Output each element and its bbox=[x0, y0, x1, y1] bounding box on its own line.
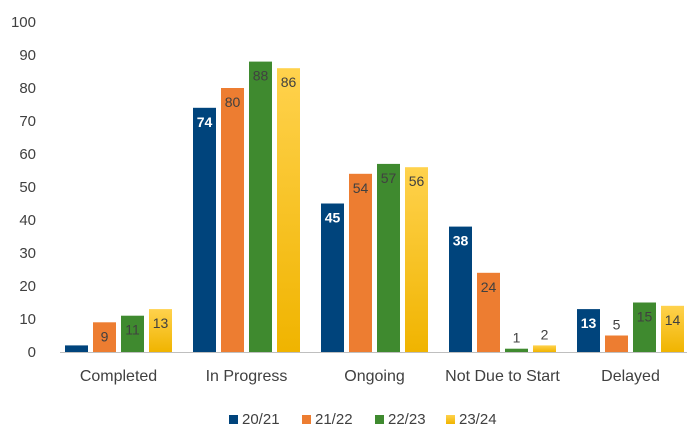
bars bbox=[65, 61, 684, 352]
y-tick-label: 30 bbox=[19, 245, 36, 262]
bar-21-22-ongoing bbox=[349, 173, 372, 352]
bar-23-24-completed bbox=[149, 309, 172, 352]
data-label: 14 bbox=[665, 312, 681, 328]
data-label: 74 bbox=[197, 114, 213, 130]
x-tick-label: Not Due to Start bbox=[445, 368, 560, 385]
y-tick-label: 70 bbox=[19, 113, 36, 130]
y-tick-label: 0 bbox=[28, 344, 36, 361]
data-label: 88 bbox=[253, 68, 269, 84]
y-tick-label: 20 bbox=[19, 278, 36, 295]
y-tick-label: 80 bbox=[19, 80, 36, 97]
legend-swatch bbox=[302, 415, 311, 424]
data-label: 13 bbox=[153, 315, 169, 331]
legend-swatch bbox=[446, 415, 455, 424]
data-label: 13 bbox=[581, 315, 597, 331]
data-label: 80 bbox=[225, 94, 241, 110]
data-label: 57 bbox=[381, 170, 397, 186]
legend-label: 21/22 bbox=[315, 411, 353, 428]
bar-20-21-completed bbox=[65, 345, 88, 352]
x-tick-label: Delayed bbox=[601, 368, 660, 385]
legend-label: 20/21 bbox=[242, 411, 280, 428]
x-tick-label: Completed bbox=[80, 368, 157, 385]
y-axis: 0 10 20 30 40 50 60 70 80 90 100 bbox=[11, 14, 36, 361]
data-label: 9 bbox=[101, 328, 109, 344]
y-tick-label: 10 bbox=[19, 311, 36, 328]
data-label: 45 bbox=[325, 210, 341, 226]
x-tick-label: In Progress bbox=[206, 368, 288, 385]
data-label: 5 bbox=[613, 317, 621, 333]
x-axis: Completed In Progress Ongoing Not Due to St… bbox=[80, 368, 660, 385]
bar-21-22-completed bbox=[93, 322, 116, 352]
bar-22-23-ongoing bbox=[377, 163, 400, 352]
y-tick-label: 100 bbox=[11, 14, 36, 31]
legend-label: 23/24 bbox=[459, 411, 497, 428]
bar-22-23-delayed bbox=[633, 302, 656, 352]
bar-20-21-ongoing bbox=[321, 203, 344, 352]
bar-21-22-not-due-to-start bbox=[477, 272, 500, 352]
legend: 20/21 21/22 22/23 23/24 bbox=[229, 411, 497, 428]
legend-swatch bbox=[375, 415, 384, 424]
y-tick-label: 90 bbox=[19, 47, 36, 64]
data-label: 54 bbox=[353, 180, 369, 196]
bar-23-24-in-progress bbox=[277, 68, 300, 352]
bar-22-23-not-due-to-start bbox=[505, 348, 528, 352]
bar-21-22-in-progress bbox=[221, 88, 244, 352]
legend-swatch bbox=[229, 415, 238, 424]
legend-label: 22/23 bbox=[388, 411, 426, 428]
data-label: 56 bbox=[409, 173, 425, 189]
bar-23-24-not-due-to-start bbox=[533, 345, 556, 352]
data-label: 38 bbox=[453, 233, 469, 249]
y-tick-label: 60 bbox=[19, 146, 36, 163]
data-label: 11 bbox=[125, 322, 140, 338]
data-label: 2 bbox=[541, 326, 549, 342]
data-label: 24 bbox=[481, 279, 497, 295]
data-label: 86 bbox=[281, 74, 297, 90]
y-tick-label: 40 bbox=[19, 212, 36, 229]
data-labels: 9 11 13 74 80 88 86 45 54 57 56 38 24 1 2 13 5 15 14 bbox=[101, 68, 681, 346]
bar-20-21-delayed bbox=[577, 309, 600, 352]
bar-20-21-in-progress bbox=[193, 107, 216, 352]
data-label: 15 bbox=[637, 309, 653, 325]
bar-20-21-not-due-to-start bbox=[449, 226, 472, 352]
bar-23-24-delayed bbox=[661, 305, 684, 352]
y-tick-label: 50 bbox=[19, 179, 36, 196]
data-label: 1 bbox=[513, 330, 521, 346]
bar-21-22-delayed bbox=[605, 335, 628, 352]
x-tick-label: Ongoing bbox=[344, 368, 405, 385]
bar-22-23-completed bbox=[121, 315, 144, 352]
bar-23-24-ongoing bbox=[405, 167, 428, 352]
bar-22-23-in-progress bbox=[249, 61, 272, 352]
